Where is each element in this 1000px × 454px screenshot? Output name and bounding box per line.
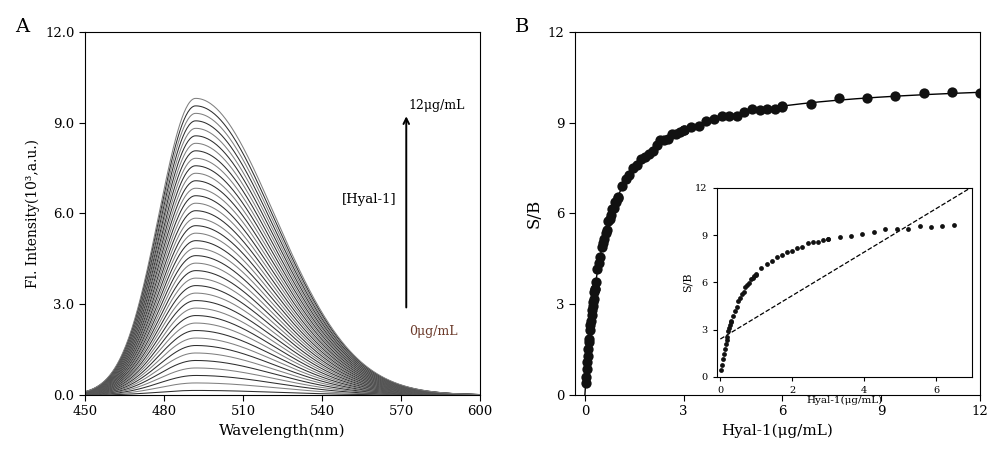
Point	[944, 88, 960, 95]
Point	[599, 227, 615, 234]
Point	[584, 312, 600, 319]
Point	[585, 298, 601, 305]
Point	[581, 339, 597, 346]
Point	[736, 109, 752, 116]
Point	[759, 106, 775, 113]
Point	[656, 137, 672, 144]
Y-axis label: Fl. Intensity(10³,a.u.): Fl. Intensity(10³,a.u.)	[25, 139, 40, 288]
Point	[683, 123, 699, 131]
Text: B: B	[515, 18, 529, 36]
Point	[706, 116, 722, 123]
Point	[579, 358, 595, 365]
Point	[582, 326, 598, 333]
Point	[774, 104, 790, 111]
Point	[668, 130, 684, 137]
Point	[591, 260, 607, 267]
Point	[595, 240, 611, 247]
Point	[618, 175, 634, 183]
Point	[586, 289, 602, 296]
X-axis label: Hyal-1(μg/mL): Hyal-1(μg/mL)	[722, 424, 833, 439]
Text: A: A	[15, 18, 29, 36]
Point	[767, 105, 783, 112]
Point	[583, 317, 599, 325]
Point	[621, 172, 637, 179]
Point	[594, 243, 610, 251]
Point	[580, 345, 596, 352]
Point	[607, 198, 623, 206]
Point	[598, 229, 614, 237]
Point	[652, 137, 668, 144]
Point	[582, 321, 598, 328]
Point	[729, 113, 745, 120]
Point	[625, 165, 641, 172]
Point	[610, 194, 626, 202]
Point	[588, 278, 604, 285]
Point	[589, 266, 605, 273]
Text: [Hyal-1]: [Hyal-1]	[342, 193, 397, 206]
Point	[803, 100, 819, 108]
Point	[645, 148, 661, 155]
Point	[698, 118, 714, 125]
Point	[660, 135, 676, 143]
Point	[672, 128, 688, 135]
Point	[578, 374, 594, 381]
Point	[972, 89, 988, 96]
Text: 0μg/mL: 0μg/mL	[409, 326, 457, 338]
Point	[596, 236, 612, 243]
Point	[580, 352, 596, 360]
Point	[586, 295, 602, 302]
Point	[606, 205, 622, 212]
Point	[744, 105, 760, 112]
Point	[676, 126, 692, 133]
Point	[614, 183, 630, 190]
Point	[676, 127, 692, 134]
Point	[637, 153, 653, 160]
Point	[608, 198, 624, 206]
Point	[610, 193, 626, 201]
Point	[664, 130, 680, 137]
Point	[603, 211, 619, 218]
Point	[721, 112, 737, 119]
Point	[578, 379, 594, 386]
Point	[916, 89, 932, 97]
Point	[604, 205, 620, 212]
Point	[600, 217, 616, 225]
Point	[587, 285, 603, 292]
Point	[633, 156, 649, 163]
X-axis label: Wavelength(nm): Wavelength(nm)	[219, 424, 346, 439]
Point	[629, 161, 645, 168]
Point	[691, 122, 707, 129]
Point	[585, 302, 601, 310]
Point	[859, 95, 875, 102]
Point	[641, 151, 657, 158]
Point	[579, 365, 595, 373]
Text: 12μg/mL: 12μg/mL	[409, 99, 465, 112]
Point	[587, 285, 603, 292]
Point	[649, 142, 665, 149]
Point	[714, 112, 730, 119]
Point	[831, 95, 847, 102]
Point	[592, 253, 608, 261]
Point	[774, 103, 790, 110]
Y-axis label: S/B: S/B	[525, 199, 542, 228]
Point	[752, 106, 768, 114]
Point	[581, 335, 597, 342]
Point	[887, 93, 903, 100]
Point	[602, 215, 618, 222]
Point	[584, 306, 600, 313]
